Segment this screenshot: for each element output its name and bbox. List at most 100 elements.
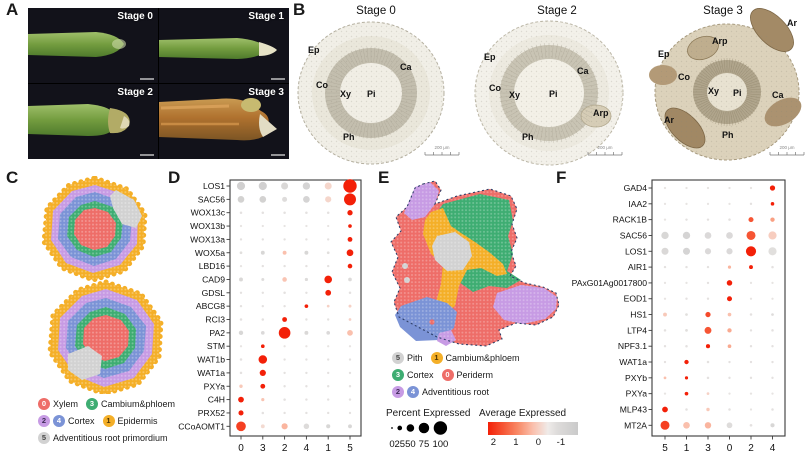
expression-dot: [771, 313, 774, 316]
legend-item: 3 Cambium&phloem: [86, 398, 175, 410]
xylem-ray: [505, 67, 519, 76]
expression-dot: [261, 211, 265, 214]
xylem-ray: [577, 64, 591, 74]
expression-dot: [348, 424, 352, 429]
expression-dot: [726, 248, 733, 255]
xylem-ray: [394, 112, 407, 123]
expression-dot: [260, 344, 265, 349]
tissue-annotation: Ph: [722, 130, 734, 140]
xylem-ray: [583, 98, 599, 102]
xylem-ray: [733, 59, 739, 74]
xylem-ray: [746, 96, 760, 102]
legend-label: Epidermis: [117, 415, 158, 426]
panel-c-legend: 0 Xylem 3 Cambium&phloem 2 4 Cortex 1 Epidermis 5…: [38, 398, 198, 449]
legend-label: Cortex: [407, 369, 434, 380]
expression-dot: [238, 396, 244, 403]
expression-dot: [261, 304, 264, 308]
xylem-ray: [746, 85, 761, 89]
xylem-ray: [746, 82, 760, 88]
xylem-ray: [583, 88, 599, 91]
xylem-ray: [516, 119, 527, 132]
percent-scale-label: 25: [394, 439, 405, 450]
xylem-ray: [383, 51, 391, 66]
expression-dot: [661, 231, 669, 240]
xylem-ray: [500, 79, 516, 85]
expression-dot: [239, 345, 243, 348]
expression-dot: [305, 238, 308, 241]
expression-dot: [259, 369, 266, 376]
expression-dot: [704, 248, 712, 255]
xylem-ray: [392, 114, 404, 126]
x-axis-label: 3: [705, 443, 711, 454]
cluster-map-stage-early: [41, 176, 148, 283]
xylem-ray: [568, 121, 578, 135]
gene-label: SAC56: [198, 194, 225, 204]
xylem-ray: [358, 122, 364, 138]
expression-dot: [283, 224, 286, 228]
xylem-ray: [745, 77, 758, 84]
xylem-ray: [398, 105, 413, 113]
xylem-ray: [344, 55, 354, 68]
expression-dot: [706, 392, 710, 396]
expression-dot: [749, 313, 753, 316]
expression-dot: [239, 277, 243, 282]
xylem-ray: [355, 122, 361, 137]
stage-tag: Stage 2: [117, 87, 153, 98]
expression-dot: [325, 196, 332, 203]
expression-dot: [283, 345, 286, 348]
expression-dot: [348, 385, 352, 388]
xylem-ray: [333, 66, 346, 76]
xylem-ray: [351, 51, 359, 66]
xylem-ray: [527, 47, 535, 62]
stage-tag: Stage 1: [248, 11, 284, 22]
expression-dot: [238, 410, 244, 416]
gene-label: SAC56: [620, 230, 647, 240]
x-axis-label: 5: [662, 443, 668, 454]
xylem-ray: [386, 119, 395, 133]
x-axis-label: 1: [684, 443, 690, 454]
xylem-ray: [331, 108, 345, 117]
cluster-badge-5: 5: [392, 352, 404, 364]
expression-dot: [771, 297, 774, 300]
expression-dot: [727, 312, 732, 317]
gene-label: PA2: [209, 328, 225, 338]
tissue-annotation: Ca: [577, 66, 589, 76]
expression-dot: [258, 355, 268, 364]
expression-dot: [706, 360, 710, 364]
expression-dot: [749, 360, 753, 364]
legend-label: Adventitious root: [422, 386, 490, 397]
expression-dot: [305, 371, 308, 375]
expression-dot: [327, 385, 330, 388]
gene-label: HS1: [630, 310, 647, 320]
xylem-ray: [694, 96, 708, 102]
expression-dot: [348, 398, 352, 401]
xylem-ray: [499, 88, 515, 91]
expression-dot: [769, 185, 776, 191]
xylem-ray: [693, 95, 708, 99]
xylem-ray: [581, 104, 597, 111]
xylem-ray: [344, 118, 354, 131]
expression-dot: [239, 238, 243, 241]
xylem-ray: [699, 103, 711, 112]
expression-dot: [326, 331, 331, 335]
cross-section-stage-0: [297, 21, 445, 165]
tissue-annotation: Ar: [787, 18, 797, 28]
expression-dot: [348, 291, 352, 295]
xylem-ray: [397, 69, 411, 78]
expression-dot: [705, 344, 711, 349]
expression-dot: [303, 423, 310, 430]
xylem-ray: [743, 103, 755, 112]
expression-dot: [746, 230, 756, 240]
photo-scale-bar: [271, 78, 285, 80]
xylem-ray: [583, 84, 599, 88]
expression-dot: [327, 411, 330, 415]
xylem-ray: [696, 100, 709, 107]
expression-dot: [260, 250, 265, 255]
expression-dot: [261, 398, 265, 402]
avg-tick-label: -1: [556, 437, 566, 448]
expression-dot: [663, 218, 667, 221]
photo-scale-bar: [140, 154, 154, 156]
expression-dot: [660, 420, 670, 430]
xylem-ray: [325, 84, 341, 88]
expression-dot: [663, 297, 667, 300]
